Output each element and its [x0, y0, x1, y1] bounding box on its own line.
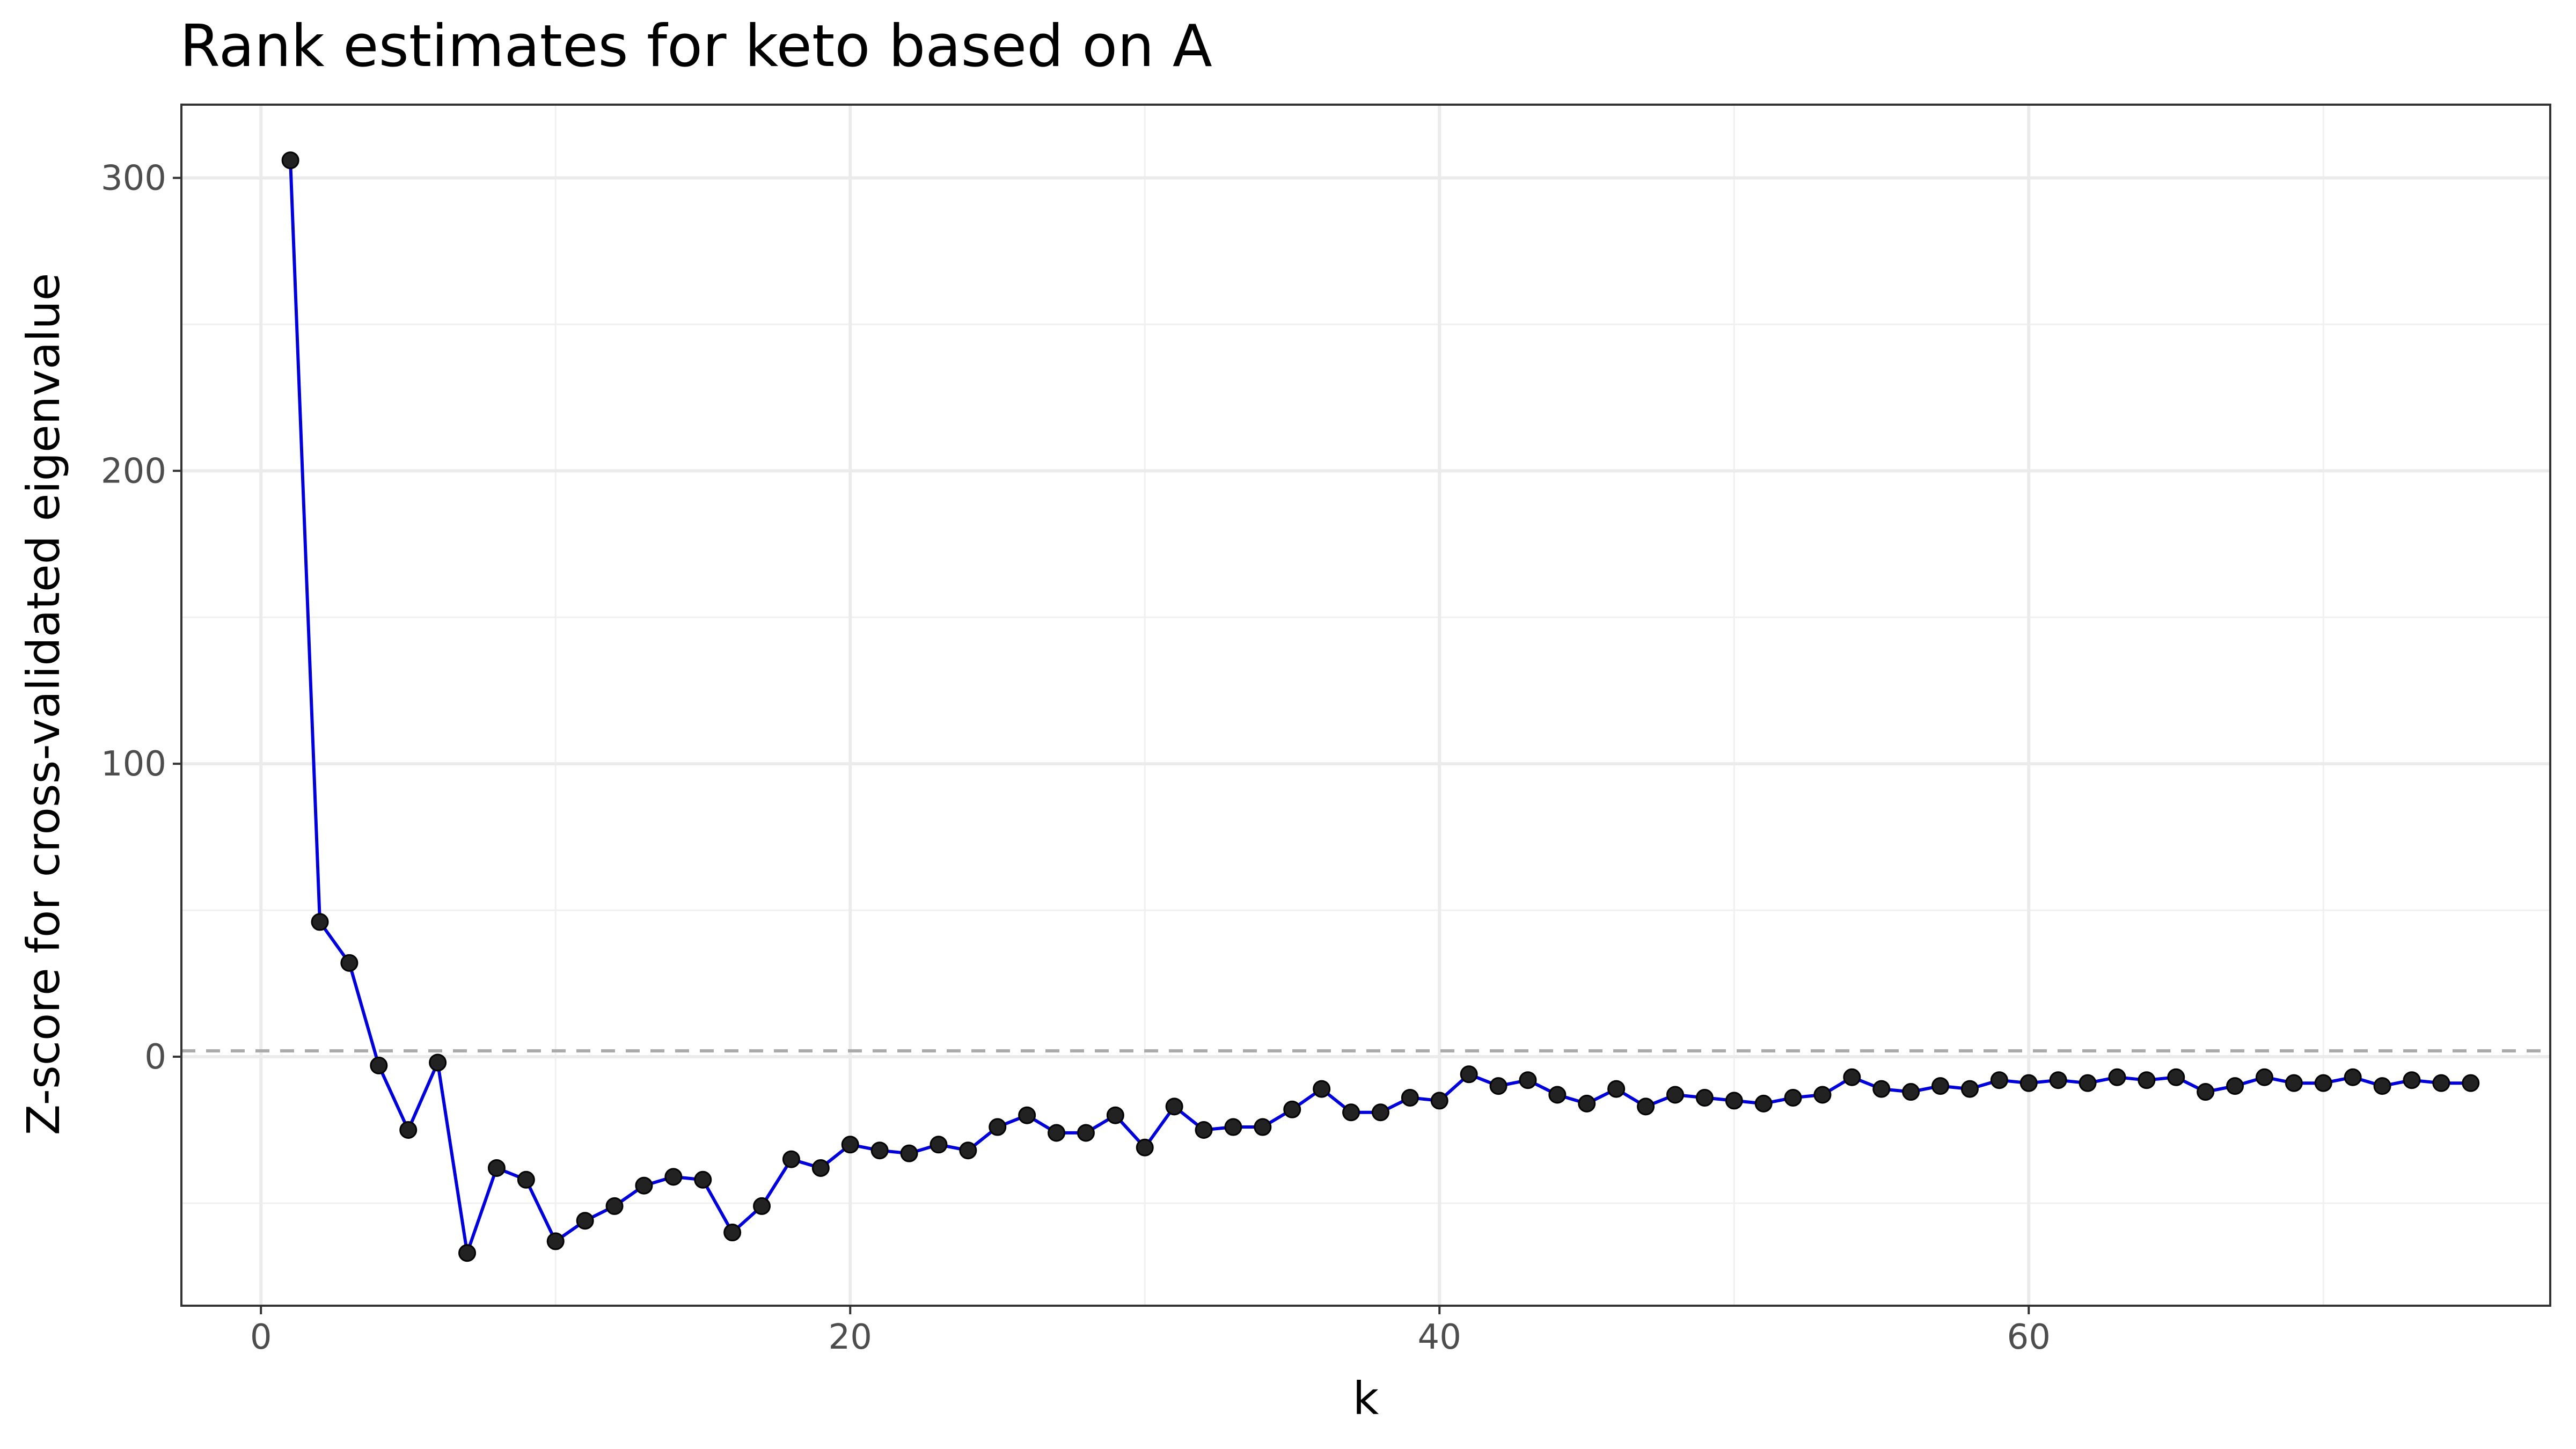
data-point: [546, 1232, 565, 1250]
data-point: [2138, 1071, 2156, 1089]
data-point: [870, 1141, 889, 1160]
data-point: [1931, 1077, 1950, 1095]
data-point: [1725, 1092, 1743, 1110]
data-point: [1902, 1083, 1920, 1101]
panel-border: [180, 104, 2551, 1307]
data-point: [1430, 1092, 1448, 1110]
x-tick-label: 60: [2007, 1318, 2051, 1357]
y-tick-label: 0: [144, 1037, 166, 1077]
plot-area: 0 20 40 60 0 100 200 300: [101, 104, 2551, 1357]
x-tick-label: 40: [1418, 1318, 1461, 1357]
data-point: [1960, 1080, 1979, 1098]
data-point: [2079, 1074, 2097, 1092]
data-point: [1048, 1124, 1066, 1142]
data-point: [1460, 1065, 1478, 1084]
data-point: [1489, 1077, 1507, 1095]
data-point: [1990, 1071, 2008, 1089]
data-point: [1224, 1118, 1242, 1136]
data-point: [900, 1144, 918, 1162]
data-point: [664, 1168, 683, 1186]
data-point: [2462, 1074, 2480, 1092]
data-point: [2167, 1068, 2185, 1086]
data-point: [2314, 1074, 2332, 1092]
data-point: [753, 1197, 771, 1215]
data-point: [1695, 1088, 1714, 1107]
data-point: [1548, 1086, 1567, 1104]
data-point: [694, 1170, 712, 1189]
data-point: [1401, 1088, 1419, 1107]
data-point: [2373, 1077, 2391, 1095]
data-point: [1077, 1124, 1095, 1142]
data-point: [2019, 1074, 2038, 1092]
data-point: [1254, 1118, 1272, 1136]
data-point: [635, 1176, 653, 1195]
data-point: [2197, 1083, 2215, 1101]
x-tick-label: 20: [829, 1318, 872, 1357]
data-point: [1195, 1121, 1213, 1139]
data-point: [605, 1197, 624, 1215]
data-point: [340, 954, 358, 972]
data-point: [1607, 1080, 1626, 1098]
data-point: [1843, 1068, 1861, 1086]
data-point: [1754, 1094, 1773, 1113]
data-point: [2108, 1068, 2126, 1086]
data-point: [1813, 1086, 1832, 1104]
data-point: [1872, 1080, 1891, 1098]
data-point: [399, 1121, 418, 1139]
data-point: [841, 1136, 859, 1154]
data-point: [1283, 1100, 1301, 1118]
data-point: [370, 1056, 388, 1074]
data-point: [1784, 1088, 1802, 1107]
data-point: [2049, 1071, 2067, 1089]
data-point: [2432, 1074, 2450, 1092]
data-point: [1578, 1094, 1596, 1113]
data-point: [458, 1244, 477, 1262]
data-point: [517, 1170, 535, 1189]
data-point: [782, 1150, 800, 1168]
chart-title: Rank estimates for keto based on A: [180, 13, 1212, 80]
data-point: [311, 913, 329, 931]
y-axis-title: Z-score for cross-validated eigenvalue: [17, 273, 70, 1136]
data-point: [2403, 1071, 2421, 1089]
data-point: [1342, 1103, 1360, 1122]
data-point: [576, 1212, 594, 1230]
data-point: [1519, 1071, 1537, 1089]
data-point: [1637, 1097, 1655, 1116]
data-point: [429, 1053, 447, 1072]
data-point: [1106, 1106, 1124, 1124]
data-point: [2344, 1068, 2362, 1086]
data-point: [2255, 1068, 2273, 1086]
data-point: [1165, 1097, 1183, 1116]
data-point: [811, 1159, 830, 1177]
x-tick-label: 0: [250, 1318, 272, 1357]
data-point: [930, 1136, 948, 1154]
data-point: [959, 1141, 977, 1160]
data-point: [2285, 1074, 2303, 1092]
data-point: [1313, 1080, 1331, 1098]
data-point: [1666, 1086, 1684, 1104]
data-point: [2226, 1077, 2244, 1095]
data-point: [1371, 1103, 1389, 1122]
y-tick-label: 300: [101, 158, 166, 198]
data-point: [723, 1224, 742, 1242]
data-point: [1136, 1138, 1154, 1157]
y-tick-label: 200: [101, 451, 166, 491]
data-point: [989, 1118, 1007, 1136]
y-tick-label: 100: [101, 744, 166, 784]
data-point: [281, 151, 299, 170]
data-point: [487, 1159, 506, 1177]
data-point: [1018, 1106, 1036, 1124]
x-axis-title: k: [1353, 1372, 1379, 1425]
